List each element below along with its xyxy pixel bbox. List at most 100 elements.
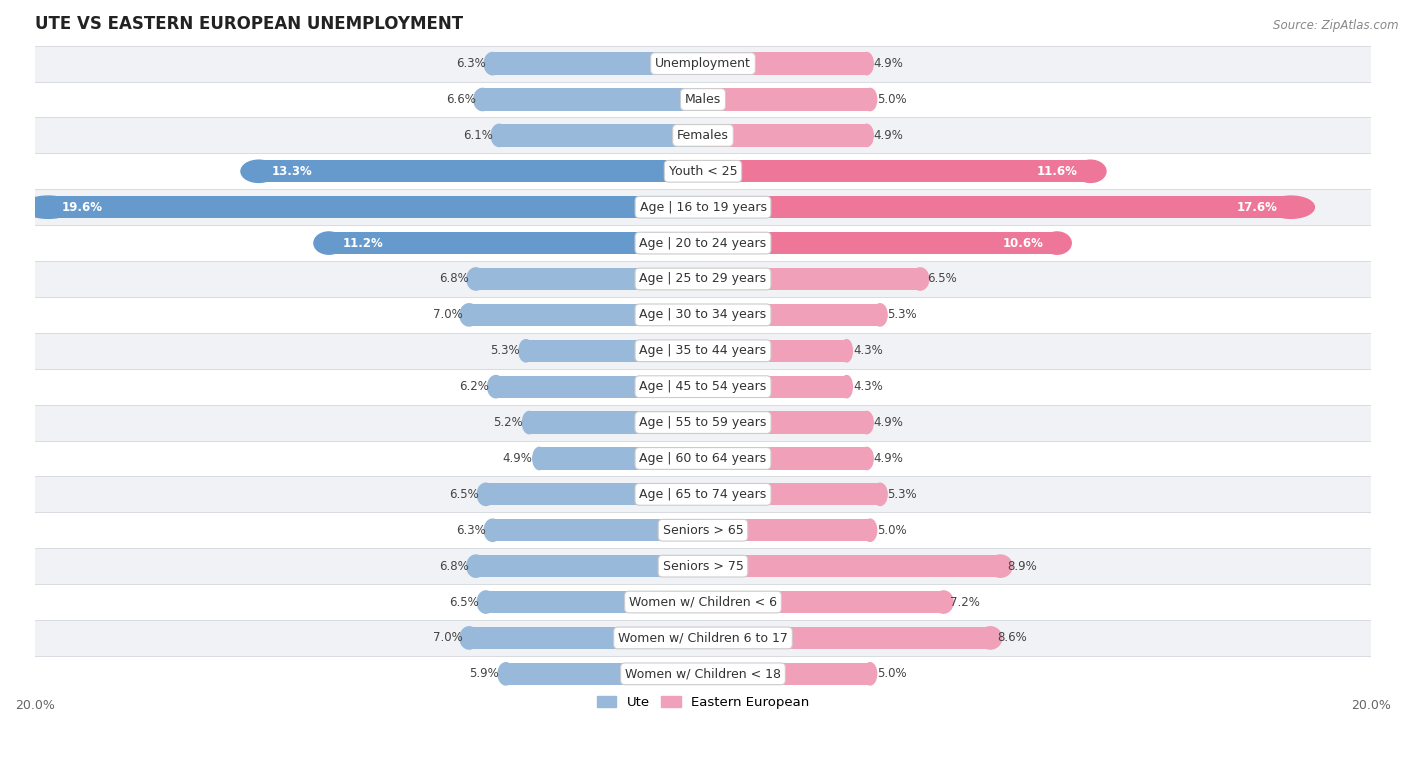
Text: 6.3%: 6.3% [456,524,486,537]
Text: 11.6%: 11.6% [1036,165,1077,178]
Ellipse shape [873,304,887,326]
Text: 5.0%: 5.0% [877,668,907,681]
Bar [35,620,1371,656]
Text: Age | 16 to 19 years: Age | 16 to 19 years [640,201,766,213]
Bar [48,196,703,218]
Ellipse shape [477,483,495,506]
Bar [35,117,1371,154]
Text: 5.9%: 5.9% [470,668,499,681]
Ellipse shape [474,89,491,111]
Bar [35,261,1371,297]
Bar [35,225,1371,261]
Text: 6.1%: 6.1% [463,129,492,142]
Text: Youth < 25: Youth < 25 [669,165,737,178]
Text: 5.0%: 5.0% [877,93,907,106]
Bar [492,519,703,541]
Text: 19.6%: 19.6% [62,201,103,213]
Ellipse shape [477,591,495,613]
Text: 6.8%: 6.8% [440,559,470,572]
Text: 6.6%: 6.6% [446,93,475,106]
Bar [35,333,1371,369]
Ellipse shape [498,662,513,685]
Text: Women w/ Children < 6: Women w/ Children < 6 [628,596,778,609]
Bar [703,52,866,75]
Bar [703,591,943,613]
Bar [492,52,703,75]
Bar [529,412,703,434]
Text: 5.3%: 5.3% [489,344,519,357]
Text: 6.5%: 6.5% [450,488,479,501]
Bar [35,369,1371,404]
Bar [496,375,703,397]
Text: 4.9%: 4.9% [503,452,533,465]
Text: Seniors > 65: Seniors > 65 [662,524,744,537]
Bar [486,483,703,506]
Bar [259,160,703,182]
Text: Age | 65 to 74 years: Age | 65 to 74 years [640,488,766,501]
Text: Females: Females [678,129,728,142]
Ellipse shape [467,268,485,290]
Text: 4.3%: 4.3% [853,344,883,357]
Ellipse shape [488,375,505,397]
Ellipse shape [841,375,852,397]
Ellipse shape [467,555,485,578]
Ellipse shape [519,340,533,362]
Text: Age | 45 to 54 years: Age | 45 to 54 years [640,380,766,393]
Bar [35,476,1371,512]
Ellipse shape [873,483,887,506]
Bar [703,519,870,541]
Bar [703,340,846,362]
Ellipse shape [484,52,501,75]
Ellipse shape [1267,196,1315,218]
Bar [470,627,703,649]
Bar [475,555,703,578]
Text: 6.2%: 6.2% [460,380,489,393]
Bar [35,189,1371,225]
Text: 5.3%: 5.3% [887,488,917,501]
Text: Women w/ Children 6 to 17: Women w/ Children 6 to 17 [619,631,787,644]
Bar [35,82,1371,117]
Bar [703,304,880,326]
Bar [703,232,1057,254]
Bar [703,662,870,685]
Bar [486,591,703,613]
Ellipse shape [988,555,1012,578]
Text: 7.0%: 7.0% [433,631,463,644]
Ellipse shape [460,304,478,326]
Bar [703,483,880,506]
Text: Age | 60 to 64 years: Age | 60 to 64 years [640,452,766,465]
Text: 4.9%: 4.9% [873,452,903,465]
Ellipse shape [934,591,953,613]
Bar [703,196,1291,218]
Bar [35,297,1371,333]
Bar [703,160,1091,182]
Text: UTE VS EASTERN EUROPEAN UNEMPLOYMENT: UTE VS EASTERN EUROPEAN UNEMPLOYMENT [35,15,463,33]
Bar [703,124,866,147]
Bar [475,268,703,290]
Ellipse shape [860,412,873,434]
Bar [329,232,703,254]
Text: 4.9%: 4.9% [873,416,903,429]
Ellipse shape [533,447,546,469]
Text: 11.2%: 11.2% [342,237,382,250]
Text: 4.9%: 4.9% [873,129,903,142]
Text: 6.5%: 6.5% [450,596,479,609]
Ellipse shape [240,160,277,182]
Bar [35,584,1371,620]
Text: 6.8%: 6.8% [440,273,470,285]
Bar [703,268,920,290]
Bar [482,89,703,111]
Ellipse shape [314,232,344,254]
Ellipse shape [863,519,877,541]
Bar [35,512,1371,548]
Bar [703,447,866,469]
Text: Age | 25 to 29 years: Age | 25 to 29 years [640,273,766,285]
Text: Unemployment: Unemployment [655,57,751,70]
Bar [703,627,990,649]
Legend: Ute, Eastern European: Ute, Eastern European [592,690,814,715]
Bar [35,154,1371,189]
Text: 7.2%: 7.2% [950,596,980,609]
Text: 5.2%: 5.2% [494,416,523,429]
Bar [35,441,1371,476]
Bar [506,662,703,685]
